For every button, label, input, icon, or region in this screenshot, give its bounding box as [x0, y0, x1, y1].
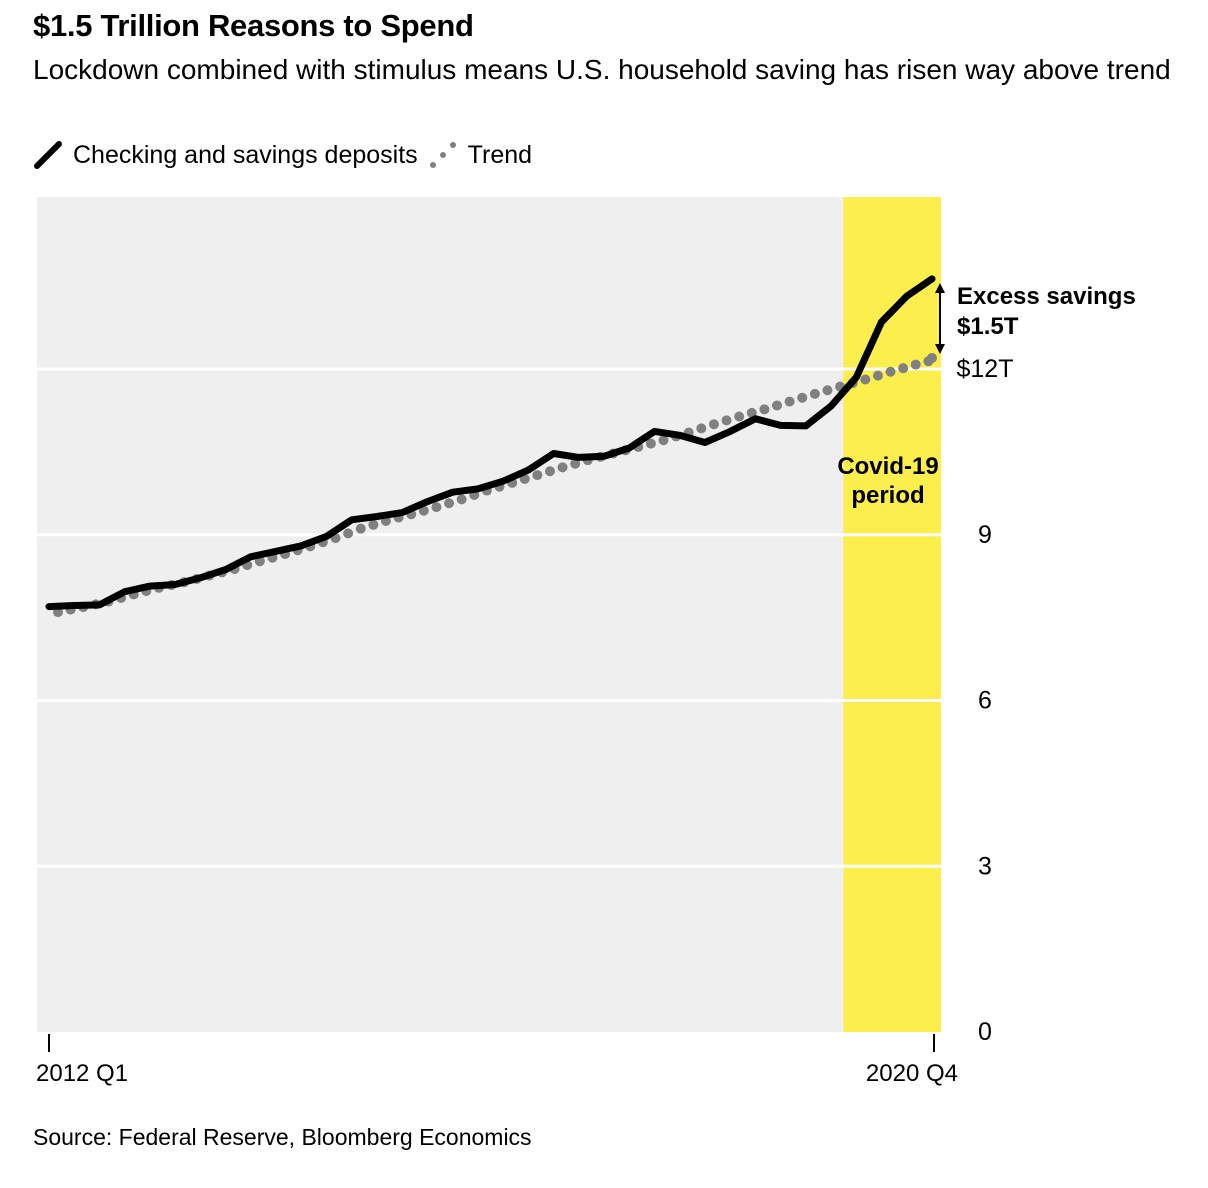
dotted-line-icon [429, 142, 456, 168]
x-tick-label-end: 2020 Q4 [866, 1060, 958, 1087]
covid-label: Covid-19 period [837, 453, 938, 509]
plot-background [37, 197, 941, 1032]
trend-point [418, 505, 429, 516]
trend-point [557, 462, 568, 473]
trend-point [721, 415, 732, 426]
y-tick-label: 3 [978, 852, 992, 880]
y-tick-label: $12T [957, 355, 1014, 383]
gridlines [37, 367, 941, 868]
trend-point [797, 392, 808, 403]
trend-point [570, 458, 581, 469]
covid-period-shade [843, 197, 941, 1032]
trend-point [456, 494, 467, 505]
trend-point [708, 419, 719, 430]
y-axis-labels: 0 3 6 9 $12T [957, 355, 1014, 1046]
excess-savings-value: $1.5T [957, 313, 1019, 340]
legend-item-trend: Trend [428, 140, 532, 170]
trend-point [898, 363, 909, 374]
covid-label-line1: Covid-19 [837, 453, 938, 480]
legend-label-trend: Trend [467, 140, 533, 169]
legend: Checking and savings deposits Trend [33, 138, 542, 172]
trend-point [910, 359, 921, 370]
x-axis: 2012 Q1 2020 Q4 [36, 1034, 958, 1087]
trend-point [343, 528, 354, 539]
legend-label-deposits: Checking and savings deposits [73, 140, 418, 169]
trend-point [885, 366, 896, 377]
deposits-series-line [45, 275, 936, 611]
trend-point [927, 352, 937, 363]
chart-title: $1.5 Trillion Reasons to Spend [33, 8, 474, 43]
y-tick-label: 6 [978, 687, 992, 715]
trend-point [444, 498, 455, 509]
trend-point [645, 438, 656, 449]
arrow-head-down-icon [935, 343, 945, 354]
y-tick-label: 9 [978, 521, 992, 549]
trend-point [355, 523, 366, 534]
trend-point [658, 435, 669, 446]
trend-point [759, 404, 770, 415]
source-note: Source: Federal Reserve, Bloomberg Econo… [33, 1124, 532, 1150]
excess-savings-annotation: Excess savings $1.5T [935, 282, 1136, 354]
trend-point [784, 396, 795, 407]
solid-line-icon [34, 141, 62, 169]
chart-subtitle: Lockdown combined with stimulus means U.… [33, 54, 1171, 85]
trend-point [872, 370, 883, 381]
excess-savings-label: Excess savings [957, 283, 1136, 310]
trend-point [696, 423, 707, 434]
trend-point [772, 400, 783, 411]
trend-point [734, 411, 745, 422]
y-tick-label: 0 [978, 1018, 992, 1046]
trend-point [368, 519, 379, 530]
trend-point [809, 388, 820, 399]
trend-point [822, 385, 833, 396]
trend-point [860, 374, 871, 385]
legend-item-deposits: Checking and savings deposits [33, 140, 418, 170]
trend-point [544, 466, 555, 477]
x-tick-label-start: 2012 Q1 [36, 1060, 128, 1087]
covid-label-line2: period [851, 482, 924, 509]
trend-point [431, 502, 442, 513]
arrow-head-up-icon [935, 282, 945, 293]
trend-point [532, 470, 543, 481]
line-chart: 0 3 6 9 $12T 2012 Q1 2020 Q4 Covid-19 period… [36, 197, 1136, 1087]
